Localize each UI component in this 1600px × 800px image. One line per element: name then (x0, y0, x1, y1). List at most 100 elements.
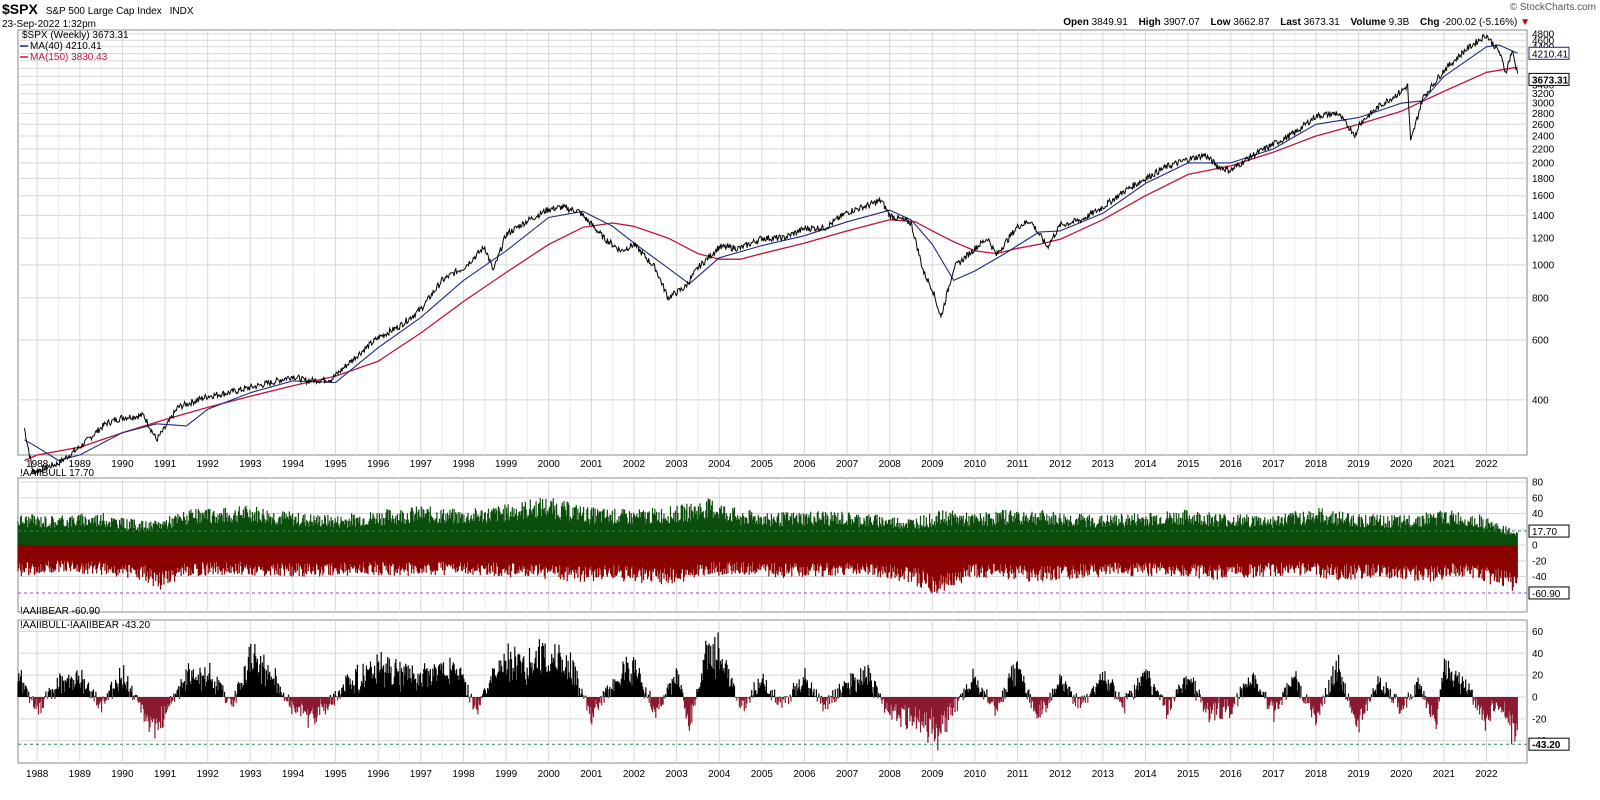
spread-last-tag-box (1528, 737, 1570, 751)
legend-aaii-bull: !AAIIBULL 17.70 (20, 468, 95, 479)
sentiment-y-tick-label: 40 (1532, 509, 1544, 520)
x-tick-label-bottom: 2005 (751, 769, 774, 780)
high-value: 3907.07 (1163, 17, 1200, 28)
x-tick-label-top: 2017 (1262, 459, 1285, 470)
legend-aaii-bear: !AAIIBEAR -60.90 (20, 606, 100, 617)
x-tick-label-top: 2016 (1220, 459, 1243, 470)
volume-value: 9.3B (1388, 17, 1410, 28)
price-y-tick-label: 1400 (1532, 211, 1555, 222)
spread-y-tick-label: 0 (1532, 693, 1538, 704)
legend-ma40: MA(40) 4210.41 (30, 41, 102, 52)
sentiment-y-tick-label: 80 (1532, 478, 1544, 489)
x-tick-label-bottom: 1990 (111, 769, 134, 780)
price-y-tick-label: 1800 (1532, 174, 1555, 185)
legend-ma150: MA(150) 3830.43 (30, 52, 108, 63)
price-y-tick-label: 2400 (1532, 132, 1555, 143)
x-tick-label-bottom: 2015 (1177, 769, 1200, 780)
spx-price-line (23, 34, 1519, 475)
x-tick-label-bottom: 2004 (708, 769, 731, 780)
x-tick-label-top: 2022 (1475, 459, 1498, 470)
x-tick-label-bottom: 1996 (367, 769, 390, 780)
x-tick-label-bottom: 2006 (793, 769, 816, 780)
spread-y-tick-label: -20 (1532, 714, 1547, 725)
bull-last-tag-text: 17.70 (1532, 527, 1557, 538)
open-label: Open (1063, 17, 1089, 28)
price-y-tick-label: 4600 (1532, 36, 1555, 47)
x-tick-label-top: 2002 (623, 459, 646, 470)
chg-label: Chg (1420, 17, 1440, 28)
x-tick-label-top: 1994 (282, 459, 305, 470)
x-tick-label-bottom: 2007 (836, 769, 859, 780)
ticker-description: S&P 500 Large Cap Index (45, 6, 162, 17)
chart-datetime: 23-Sep-2022 1:32pm (2, 19, 96, 30)
x-tick-label-top: 2015 (1177, 459, 1200, 470)
x-tick-label-top: 1993 (239, 459, 262, 470)
x-tick-label-bottom: 1988 (26, 769, 49, 780)
ticker-exchange: INDX (169, 6, 194, 17)
last-value: 3673.31 (1303, 17, 1340, 28)
sentiment-y-tick-label: 60 (1532, 493, 1544, 504)
x-tick-label-top: 2006 (793, 459, 816, 470)
price-y-tick-label: 800 (1532, 293, 1549, 304)
low-label: Low (1210, 17, 1231, 28)
x-tick-label-top: 2003 (665, 459, 688, 470)
chg-value: -200.02 (-5.16%) (1442, 17, 1518, 28)
x-tick-label-top: 2007 (836, 459, 859, 470)
spread-positive-bars (17, 632, 1473, 697)
x-tick-label-bottom: 2008 (879, 769, 902, 780)
price-last-tag-text: 3673.31 (1532, 75, 1569, 86)
ma150-line (24, 66, 1518, 462)
x-tick-label-top: 1999 (495, 459, 518, 470)
x-tick-label-top: 2020 (1390, 459, 1413, 470)
spread-y-tick-label: 20 (1532, 671, 1544, 682)
x-tick-label-bottom: 2002 (623, 769, 646, 780)
price-y-tick-label: 3200 (1532, 89, 1555, 100)
x-tick-label-top: 2004 (708, 459, 731, 470)
x-tick-label-bottom: 1989 (69, 769, 92, 780)
x-tick-label-top: 1989 (69, 459, 92, 470)
low-value: 3662.87 (1233, 17, 1270, 28)
ma40-line (24, 44, 1518, 462)
chg-down-icon: ▼ (1520, 17, 1530, 28)
x-tick-label-bottom: 2022 (1475, 769, 1498, 780)
chart-header: $SPX S&P 500 Large Cap Index INDX 23-Sep… (0, 0, 1600, 30)
volume-label: Volume (1350, 17, 1386, 28)
x-tick-label-top: 2010 (964, 459, 987, 470)
x-tick-label-top: 2014 (1134, 459, 1157, 470)
x-tick-label-bottom: 2014 (1134, 769, 1157, 780)
x-tick-label-bottom: 2000 (538, 769, 561, 780)
price-y-tick-label: 600 (1532, 336, 1549, 347)
legend-spx: $SPX (Weekly) 3673.31 (22, 30, 129, 41)
x-tick-label-top: 1995 (324, 459, 347, 470)
price-y-tick-label: 1200 (1532, 234, 1555, 245)
price-y-tick-label: 2200 (1532, 144, 1555, 155)
x-tick-label-bottom: 2017 (1262, 769, 1285, 780)
x-tick-label-bottom: 2003 (665, 769, 688, 780)
open-value: 3849.91 (1091, 17, 1128, 28)
price-last-tag-box (1528, 72, 1570, 86)
sentiment-y-tick-label: -20 (1532, 556, 1547, 567)
x-tick-label-bottom: 1998 (452, 769, 475, 780)
x-tick-label-top: 2001 (580, 459, 603, 470)
x-tick-label-bottom: 2019 (1347, 769, 1370, 780)
x-tick-label-top: 2012 (1049, 459, 1072, 470)
sentiment-y-tick-label: 0 (1532, 541, 1538, 552)
spread-y-tick-label: 40 (1532, 649, 1544, 660)
x-tick-label-bottom: 1991 (154, 769, 177, 780)
bear-last-tag: -60.90 (1528, 586, 1570, 600)
ticker-title: $SPX S&P 500 Large Cap Index INDX (2, 1, 194, 17)
x-tick-label-bottom: 1992 (197, 769, 220, 780)
ma40-last-tag: 4210.41 (1528, 46, 1570, 60)
x-tick-label-top: 2021 (1433, 459, 1456, 470)
bull-last-tag-box (1528, 524, 1570, 538)
price-y-tick-label: 2800 (1532, 109, 1555, 120)
x-tick-label-bottom: 1997 (410, 769, 433, 780)
x-tick-label-top: 2009 (921, 459, 944, 470)
spread-y-tick-label: 60 (1532, 627, 1544, 638)
x-tick-label-bottom: 2020 (1390, 769, 1413, 780)
price-y-tick-label: 1000 (1532, 260, 1555, 271)
bear-last-tag-text: -60.90 (1532, 589, 1561, 600)
price-y-tick-label: 4800 (1532, 30, 1555, 41)
x-tick-label-top: 1992 (197, 459, 220, 470)
